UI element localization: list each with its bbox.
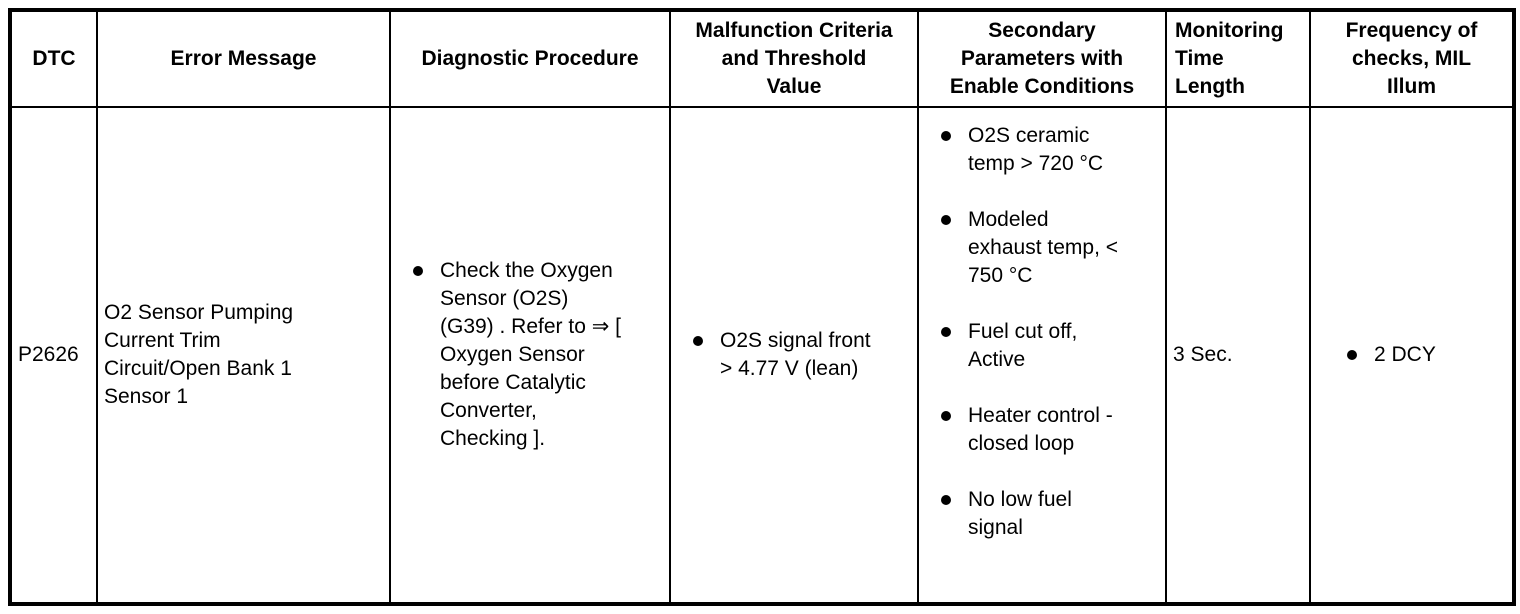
bullet-icon <box>941 131 951 141</box>
header-line: Parameters with <box>960 47 1124 70</box>
cell-frequency: 2 DCY <box>1309 106 1515 605</box>
list-item: O2S signal front > 4.77 V (lean) <box>693 327 913 383</box>
list-item: Modeled exhaust temp, < 750 °C <box>941 206 1161 290</box>
bullet-text: Fuel cut off, Active <box>968 320 1078 371</box>
bullet-icon <box>693 336 703 346</box>
bullet-text: No low fuel signal <box>968 488 1072 539</box>
header-line: Diagnostic Procedure <box>421 47 639 70</box>
frequency-list: 2 DCY <box>1317 341 1508 369</box>
cell-secondary-parameters: O2S ceramic temp > 720 °C Modeled exhaus… <box>917 106 1167 605</box>
table-header-row: DTC Error Message Diagnostic Procedure M… <box>9 9 1515 108</box>
bullet-icon <box>941 215 951 225</box>
cell-diagnostic-procedure: Check the Oxygen Sensor (O2S) (G39) . Re… <box>389 106 671 605</box>
header-line: DTC <box>32 47 76 70</box>
list-item: Heater control - closed loop <box>941 402 1161 458</box>
list-item: No low fuel signal <box>941 486 1161 542</box>
secondary-parameters-list: O2S ceramic temp > 720 °C Modeled exhaus… <box>925 122 1161 542</box>
bullet-text: Modeled exhaust temp, < 750 °C <box>968 208 1119 287</box>
header-cell-secondary-parameters: Secondary Parameters with Enable Conditi… <box>917 9 1167 108</box>
header-line: Value <box>766 75 822 98</box>
header-line: and Threshold <box>721 47 867 70</box>
header-cell-malfunction-criteria: Malfunction Criteria and Threshold Value <box>669 9 919 108</box>
header-line: Malfunction Criteria <box>695 19 893 42</box>
bullet-icon <box>941 495 951 505</box>
bullet-icon <box>941 327 951 337</box>
header-cell-diagnostic-procedure: Diagnostic Procedure <box>389 9 671 108</box>
header-line: Time <box>1175 47 1224 70</box>
bullet-text: O2S ceramic temp > 720 °C <box>968 124 1104 175</box>
header-line: checks, MIL <box>1351 47 1472 70</box>
bullet-icon <box>413 266 423 276</box>
cell-monitoring-time: 3 Sec. <box>1165 106 1311 605</box>
bullet-text: 2 DCY <box>1374 343 1436 366</box>
header-line: Error Message <box>170 47 317 70</box>
list-item: 2 DCY <box>1347 341 1508 369</box>
dtc-code: P2626 <box>18 343 79 366</box>
header-line: Illum <box>1386 75 1436 98</box>
error-message-text: O2 Sensor Pumping Current Trim Circuit/O… <box>104 301 294 408</box>
header-cell-dtc: DTC <box>9 9 98 108</box>
header-line: Frequency of <box>1345 19 1478 42</box>
header-cell-monitoring-time: Monitoring Time Length <box>1165 9 1311 108</box>
dtc-table: DTC Error Message Diagnostic Procedure M… <box>8 8 1516 606</box>
cell-error-message: O2 Sensor Pumping Current Trim Circuit/O… <box>96 106 391 605</box>
header-line: Enable Conditions <box>949 75 1135 98</box>
list-item: Check the Oxygen Sensor (O2S) (G39) . Re… <box>413 257 665 453</box>
header-line: Secondary <box>988 19 1096 42</box>
header-line: Length <box>1175 75 1245 98</box>
monitoring-time-text: 3 Sec. <box>1173 343 1233 366</box>
header-line: Monitoring <box>1175 19 1284 42</box>
list-item: Fuel cut off, Active <box>941 318 1161 374</box>
bullet-text: Heater control - closed loop <box>968 404 1113 455</box>
malfunction-criteria-list: O2S signal front > 4.77 V (lean) <box>677 327 913 383</box>
header-cell-frequency: Frequency of checks, MIL Illum <box>1309 9 1515 108</box>
cell-dtc: P2626 <box>9 106 98 605</box>
header-cell-error-message: Error Message <box>96 9 391 108</box>
bullet-icon <box>941 411 951 421</box>
bullet-icon <box>1347 350 1357 360</box>
table-row: P2626 O2 Sensor Pumping Current Trim Cir… <box>9 106 1515 605</box>
cell-malfunction-criteria: O2S signal front > 4.77 V (lean) <box>669 106 919 605</box>
bullet-text: Check the Oxygen Sensor (O2S) (G39) . Re… <box>440 259 621 450</box>
diagnostic-procedure-list: Check the Oxygen Sensor (O2S) (G39) . Re… <box>397 257 665 453</box>
bullet-text: O2S signal front > 4.77 V (lean) <box>720 329 871 380</box>
list-item: O2S ceramic temp > 720 °C <box>941 122 1161 178</box>
